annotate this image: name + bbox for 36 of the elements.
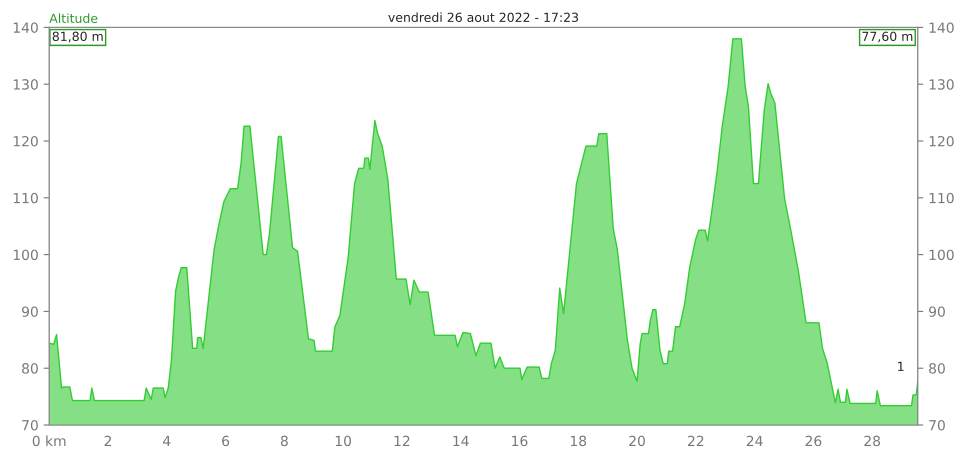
x-tick-label: 16	[512, 436, 528, 446]
annotation: 81,80 m	[52, 32, 103, 42]
x-tick-label: 20	[629, 436, 645, 446]
y-tick-label: 100	[14, 250, 38, 260]
y2-tick-label: 130	[930, 79, 954, 90]
y2-tick-label: 140	[930, 22, 954, 33]
x-tick-label: 0 km	[32, 435, 66, 446]
x-tick-label: 14	[453, 436, 469, 446]
x-tick-label: 4	[163, 436, 170, 446]
x-tick-label: 2	[104, 436, 112, 446]
x-tick-label: 28	[864, 436, 880, 446]
x-tick-label: 10	[336, 436, 352, 446]
x-tick-label: 26	[806, 436, 822, 446]
x-tick-label: 6	[222, 436, 230, 446]
y2-tick-label: 110	[930, 192, 954, 204]
y-tick-label: 130	[14, 79, 38, 90]
y-tick-label: 70	[22, 420, 38, 430]
y-tick-label: 120	[14, 136, 38, 146]
x-tick-label: 24	[746, 436, 763, 446]
y-tick-label: 140	[14, 22, 38, 33]
y2-tick-label: 120	[930, 136, 954, 146]
x-tick-label: 8	[280, 436, 288, 446]
y2-tick-label: 100	[930, 250, 954, 260]
y2-tick-label: 80	[929, 363, 945, 374]
annotation: 1	[898, 362, 904, 371]
y-axis-title: Altitude	[49, 13, 98, 24]
y2-tick-label: 90	[929, 306, 945, 317]
y2-tick-label: 70	[929, 420, 945, 430]
annotation: 77,60 m	[862, 32, 912, 42]
y-tick-label: 90	[22, 306, 38, 317]
x-tick-label: 22	[688, 436, 704, 446]
x-tick-label: 12	[394, 436, 410, 446]
chart-title: vendredi 26 aout 2022 - 17:23	[388, 12, 578, 22]
x-tick-label: 18	[570, 436, 586, 446]
y-tick-label: 110	[14, 192, 38, 204]
y-tick-label: 80	[22, 363, 38, 374]
